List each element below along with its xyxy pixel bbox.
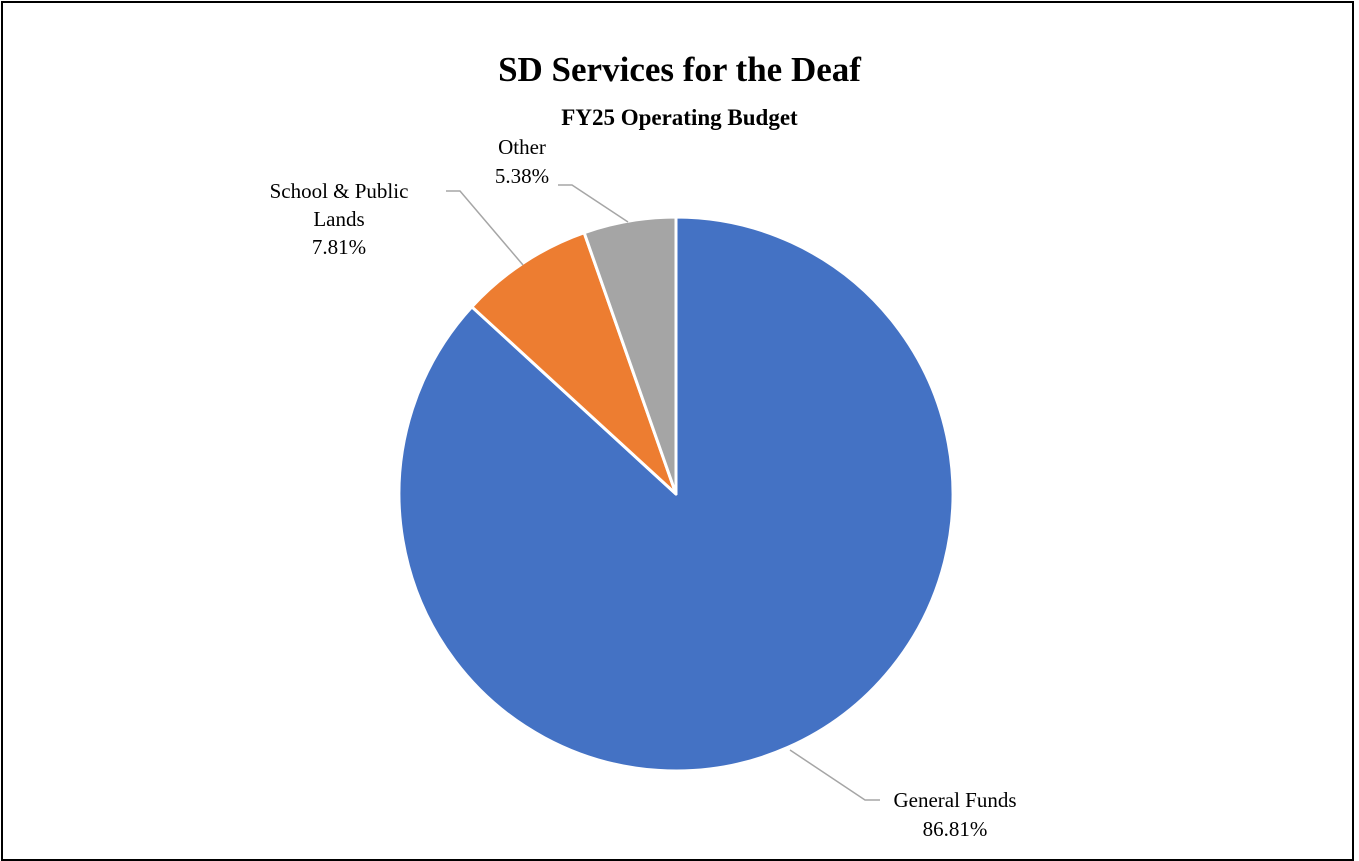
leader-lines <box>446 184 880 801</box>
chart-subtitle: FY25 Operating Budget <box>561 105 798 130</box>
slice-value-school-public-lands: 7.81% <box>312 235 366 259</box>
pie-slices <box>397 215 955 773</box>
leader-line-other <box>558 184 629 223</box>
slice-label-school-public-lands-line2: Lands <box>313 207 364 231</box>
leader-line-school-public-lands <box>446 190 524 266</box>
chart-title: SD Services for the Deaf <box>498 50 861 89</box>
slice-value-general-funds: 86.81% <box>923 817 988 841</box>
slice-label-general-funds: General Funds <box>893 788 1016 812</box>
slice-value-other: 5.38% <box>495 164 549 188</box>
slice-label-other: Other <box>498 135 546 159</box>
slice-label-school-public-lands-line1: School & Public <box>270 179 409 203</box>
leader-line-general-funds <box>789 749 880 801</box>
pie-slice-other <box>582 215 678 496</box>
pie-slice-school-public-lands <box>470 231 678 496</box>
